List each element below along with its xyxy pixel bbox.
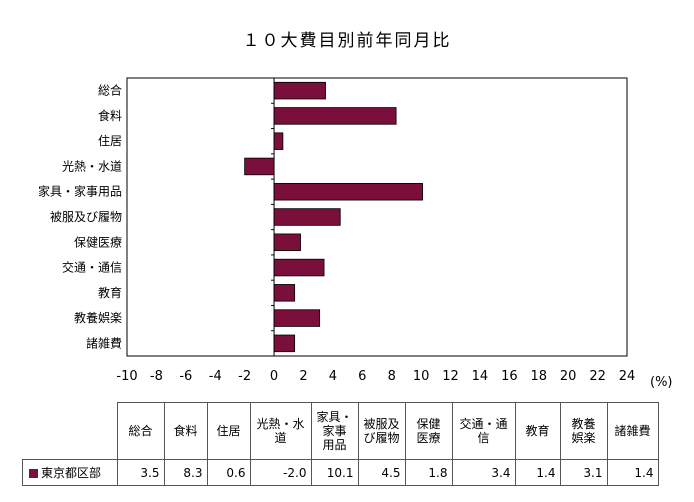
table-column-header: 家具・ 家事 用品 <box>310 402 359 460</box>
chart-title: １０大費目別前年同月比 <box>242 31 452 51</box>
bar <box>273 258 325 277</box>
table-corner <box>22 402 118 460</box>
table-cell: 1.4 <box>606 459 659 486</box>
bar <box>273 182 423 201</box>
table-column-header: 被服及 び履物 <box>357 402 406 460</box>
table-cell: 3.4 <box>451 459 516 486</box>
plot-area <box>126 77 628 357</box>
table-cell: 8.3 <box>163 459 208 486</box>
x-tick-label: 22 <box>589 369 606 384</box>
x-tick-label: 6 <box>358 369 366 384</box>
legend-row-label: 東京都区部 <box>22 459 118 486</box>
table-row: 東京都区部 3.5 8.3 0.6 -2.0 10.1 4.5 1.8 3.4 1.4 3.1 1.… <box>22 459 659 486</box>
x-tick-label: -4 <box>209 369 222 384</box>
bar <box>273 334 296 353</box>
x-tick-label: -10 <box>116 369 137 384</box>
category-label: 食料 <box>98 108 122 123</box>
category-label: 被服及び履物 <box>50 210 122 224</box>
table-column-header: 教育 <box>514 402 561 460</box>
bar <box>273 132 284 150</box>
category-label: 住居 <box>98 134 122 148</box>
category-label: 教養娯楽 <box>74 310 122 325</box>
x-tick-label: 10 <box>413 369 430 384</box>
bar <box>273 309 321 327</box>
table-header-row: 総合 食料 住居 光熱・水 道家具・ 家事 用品 被服及 び履物 保健 医療 交通・通 信教… <box>22 402 659 460</box>
table-column-header: 住居 <box>206 402 251 460</box>
category-label: 交通・通信 <box>62 260 122 275</box>
table-column-header: 食料 <box>163 402 208 460</box>
x-tick-label: 2 <box>299 369 307 384</box>
x-tick-label: 12 <box>442 369 459 384</box>
table-column-header: 総合 <box>116 402 165 460</box>
table-cell: 0.6 <box>206 459 251 486</box>
category-label: 保健医療 <box>74 235 122 249</box>
x-tick-label: 8 <box>388 369 396 384</box>
bar-chart: 総合食料住居光熱・水道家具・家事用品被服及び履物保健医療交通・通信教育教養娯楽諸… <box>38 77 636 384</box>
x-tick-label: 14 <box>472 369 489 384</box>
bar <box>273 107 397 125</box>
category-label: 教育 <box>98 285 122 300</box>
x-tick-label: 18 <box>530 369 547 384</box>
table-column-header: 保健 医療 <box>404 402 453 460</box>
category-label: 諸雑費 <box>86 335 122 350</box>
table-column-header: 交通・通 信 <box>451 402 516 460</box>
category-label: 総合 <box>98 83 122 98</box>
table-cell: 4.5 <box>357 459 406 486</box>
bar <box>273 233 301 252</box>
table-column-header: 教養 娯楽 <box>559 402 608 460</box>
legend-swatch <box>29 468 38 478</box>
unit-label: (%) <box>650 375 673 390</box>
bar <box>244 157 275 176</box>
category-label: 光熱・水道 <box>62 159 122 173</box>
x-tick-label: 24 <box>619 369 636 384</box>
table-cell: 1.4 <box>514 459 561 486</box>
table-cell: 3.1 <box>559 459 608 486</box>
category-label: 家具・家事用品 <box>38 184 122 199</box>
x-tick-label: -2 <box>238 369 251 384</box>
x-tick-label: 16 <box>501 369 518 384</box>
data-table: 総合 食料 住居 光熱・水 道家具・ 家事 用品 被服及 び履物 保健 医療 交通・通 信教… <box>22 402 659 486</box>
table-cell: -2.0 <box>249 459 312 486</box>
table-cell: 10.1 <box>310 459 359 486</box>
table-cell: 1.8 <box>404 459 453 486</box>
bar <box>273 284 296 302</box>
series-name: 東京都区部 <box>41 465 102 480</box>
x-tick-label: -6 <box>179 369 192 384</box>
table-cell: 3.5 <box>116 459 165 486</box>
table-column-header: 諸雑費 <box>606 402 659 460</box>
table-column-header: 光熱・水 道 <box>249 402 312 460</box>
x-tick-label: 4 <box>329 369 337 384</box>
x-tick-label: 0 <box>270 369 278 384</box>
bar <box>273 208 341 226</box>
bar <box>273 81 326 100</box>
x-tick-label: 20 <box>560 369 577 384</box>
x-tick-label: -8 <box>150 369 163 384</box>
